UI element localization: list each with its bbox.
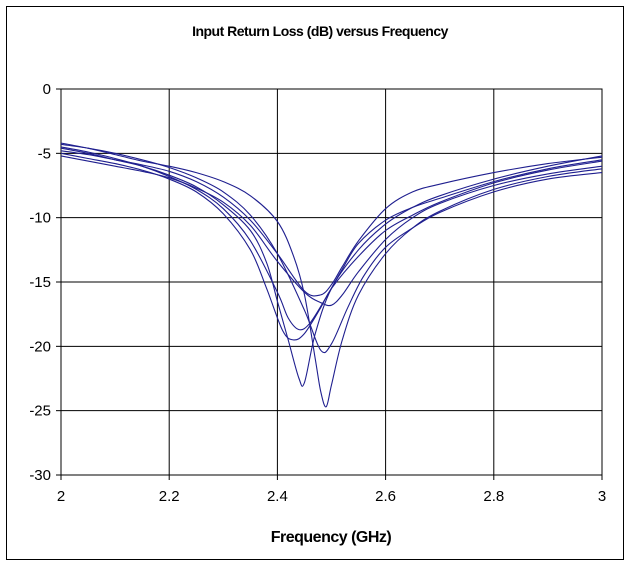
series-line-7 [60,155,603,307]
y-tick-label: 0 [43,81,51,98]
y-tick-label: -20 [29,338,51,355]
y-tick-label: -5 [38,145,51,162]
x-tick-label: 2.8 [483,488,504,505]
x-axis-label: Frequency (GHz) [271,529,392,546]
series-group [60,142,603,408]
grid-lines [61,89,602,475]
x-tick-label: 2 [57,488,65,505]
series-line-6 [60,150,603,297]
y-axis: 0 -5 -10 -15 -20 -25 -30 [29,81,61,484]
y-tick-label: -30 [29,467,51,484]
x-tick-label: 2.6 [375,488,396,505]
series-line-1 [60,147,603,387]
y-tick-label: -25 [29,403,51,420]
x-tick-label: 3 [598,488,606,505]
series-line-4 [60,146,603,331]
chart-title: Input Return Loss (dB) versus Frequency [192,23,449,39]
y-tick-label: -10 [29,210,51,227]
y-tick-label: -15 [29,274,51,291]
x-tick-label: 2.2 [159,488,180,505]
series-line-3 [60,152,603,341]
series-line-5 [60,143,603,354]
x-axis: 2 2.2 2.4 2.6 2.8 3 [57,475,606,505]
x-tick-label: 2.4 [267,488,288,505]
